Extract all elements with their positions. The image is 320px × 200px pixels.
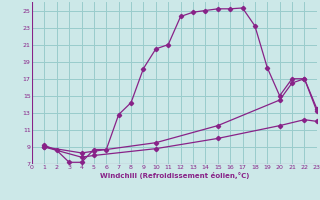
- X-axis label: Windchill (Refroidissement éolien,°C): Windchill (Refroidissement éolien,°C): [100, 172, 249, 179]
